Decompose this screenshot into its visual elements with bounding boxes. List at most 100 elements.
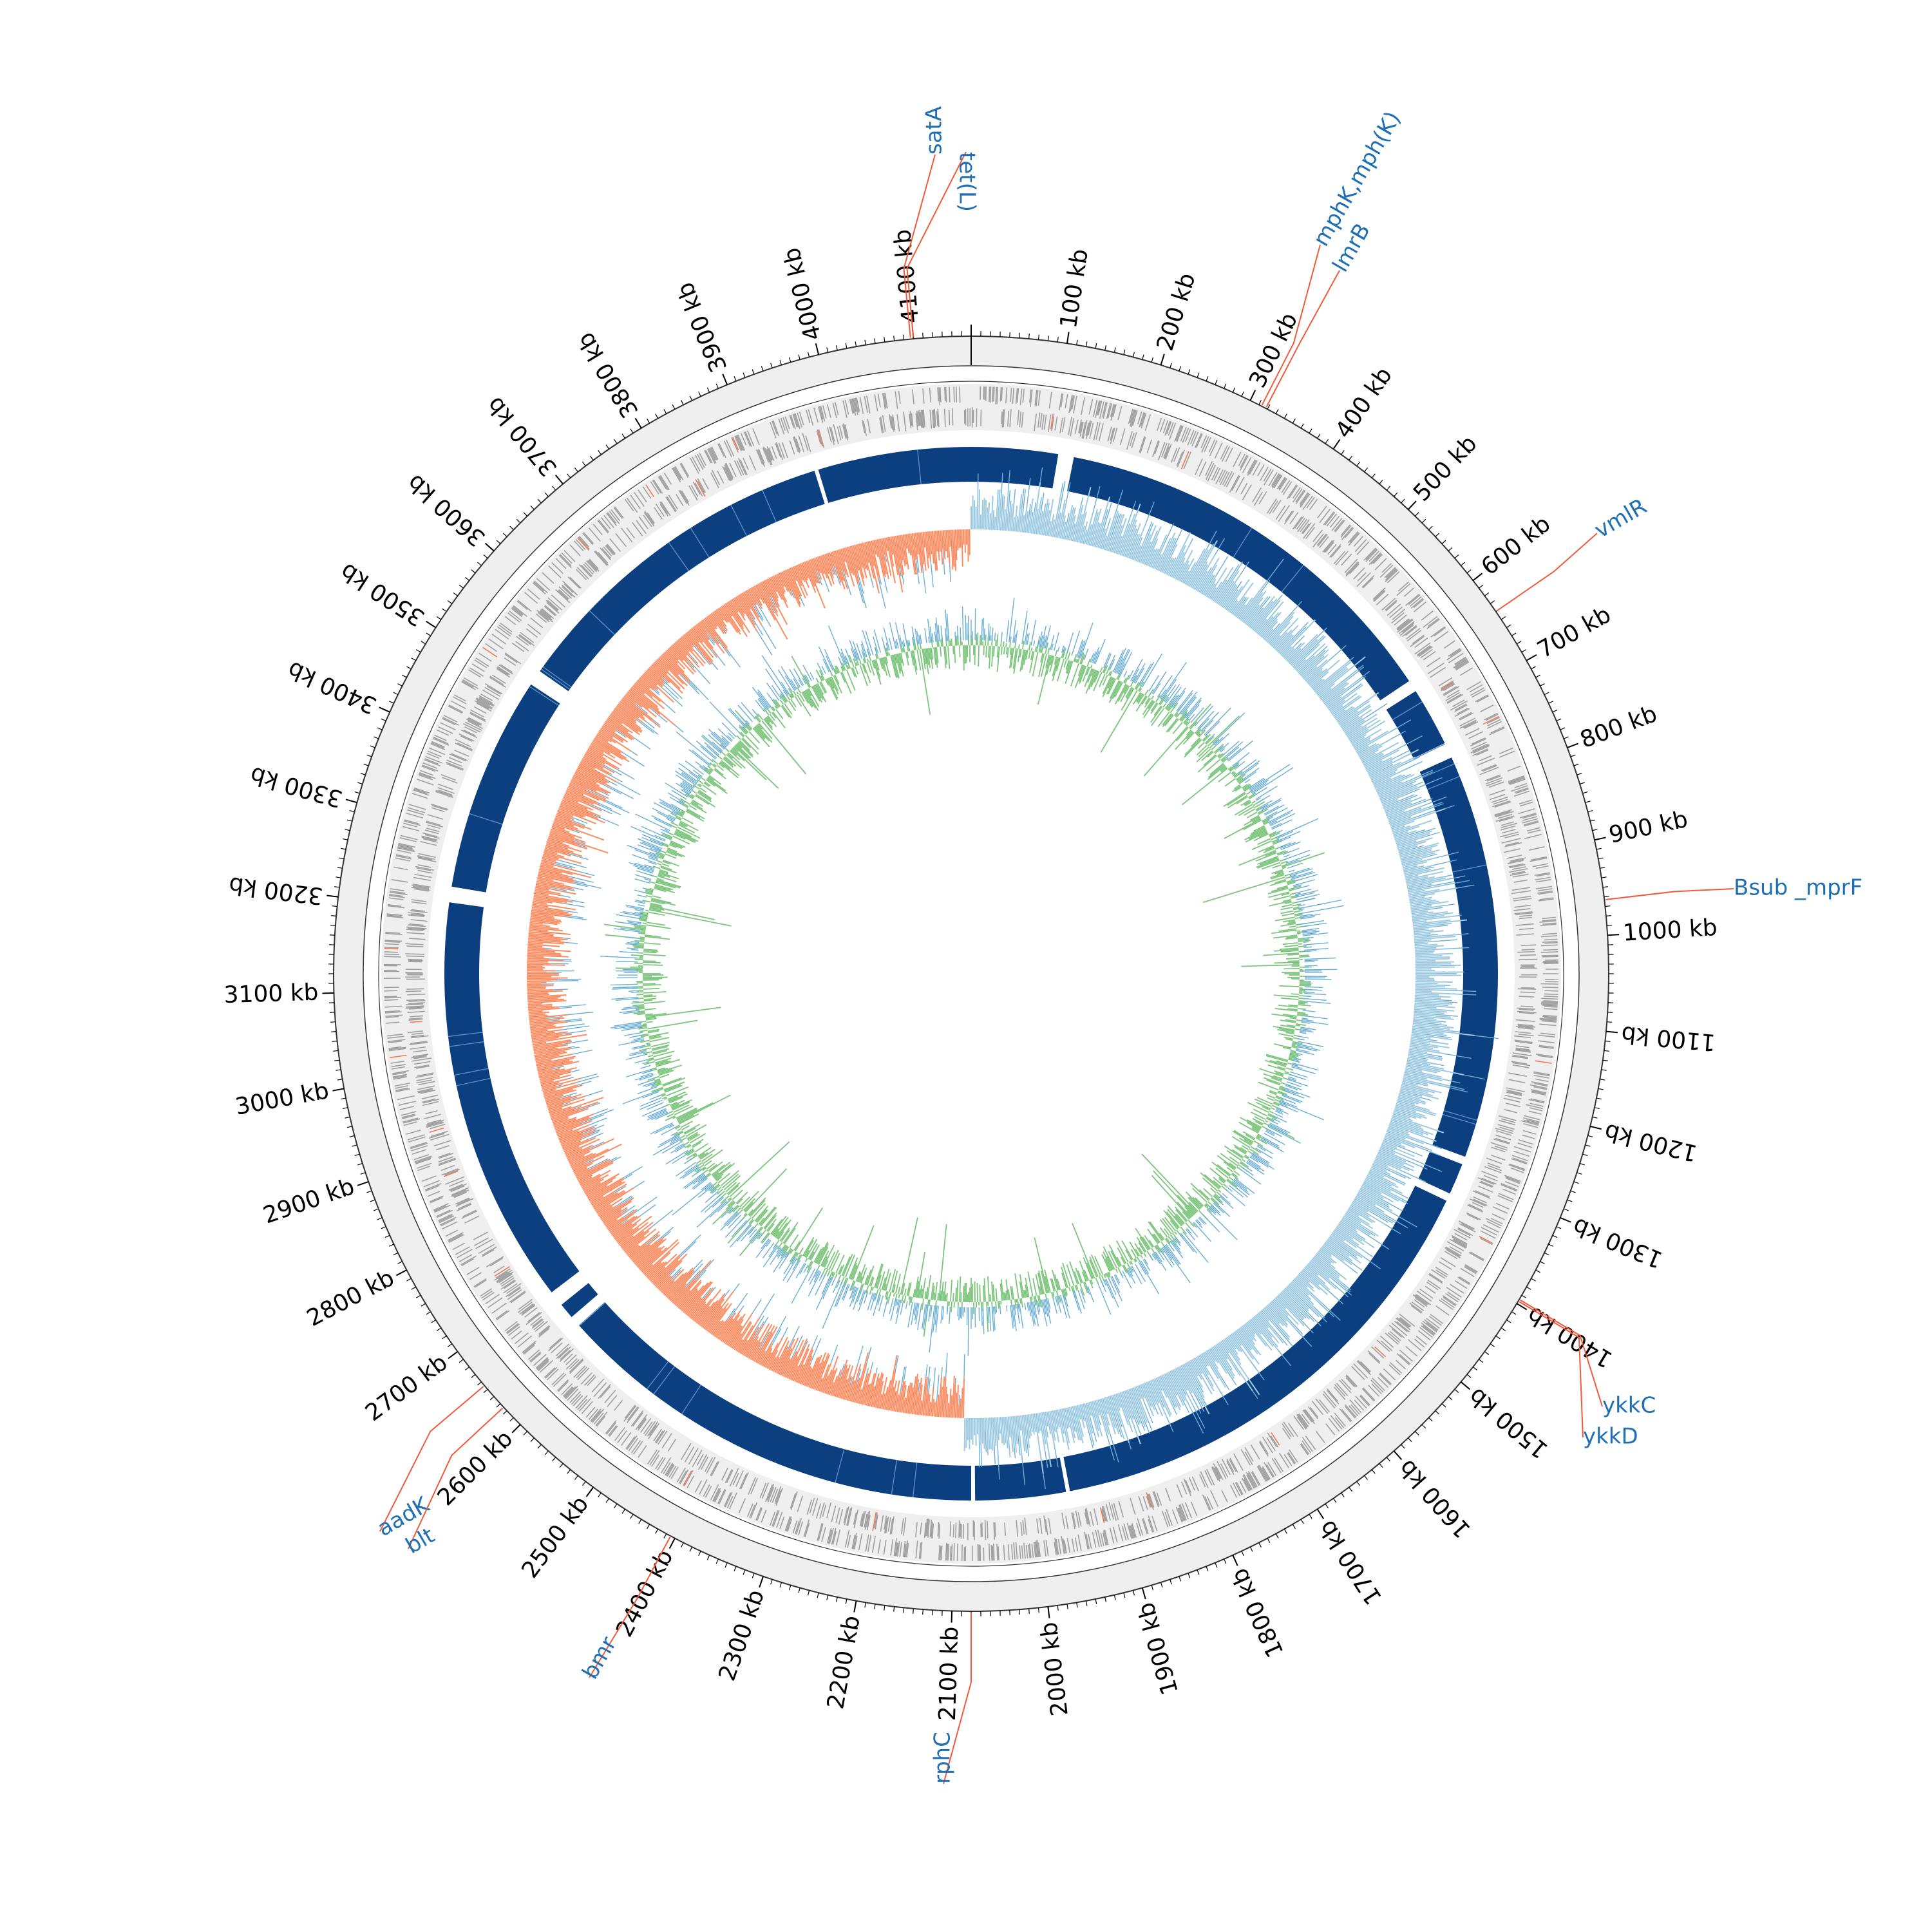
gc-skew-bar <box>1258 612 1280 636</box>
gene-feature-tick <box>827 427 832 443</box>
blast-divider <box>835 1448 845 1483</box>
gene-feature-tick <box>1303 523 1316 539</box>
gene-feature-tick <box>844 424 849 439</box>
gene-feature-tick <box>1542 1020 1557 1023</box>
gene-feature-tick <box>462 679 479 690</box>
gene-feature-tick <box>590 1408 601 1422</box>
gene-feature-tick <box>474 700 489 710</box>
gc-skew-bar <box>1045 510 1050 536</box>
gene-feature-tick <box>802 433 809 451</box>
gene-feature-tick <box>1339 1379 1352 1394</box>
gc-skew-spike <box>1009 500 1012 509</box>
gene-feature-tick <box>1452 1236 1468 1246</box>
gene-feature-tick <box>388 897 404 900</box>
gene-feature-tick <box>1430 667 1446 678</box>
gene-feature-tick <box>1533 1071 1550 1075</box>
gene-feature-tick <box>1464 1264 1478 1273</box>
gene-feature-tick <box>1460 1267 1475 1278</box>
gene-feature-tick <box>725 462 734 478</box>
gene-feature-tick <box>1513 1150 1530 1157</box>
gene-feature-tick <box>1262 1468 1270 1481</box>
gc-skew-spike <box>1107 518 1111 527</box>
gene-feature-tick <box>1511 890 1531 895</box>
gene-feature-tick <box>1324 512 1336 526</box>
gene-feature-tick <box>1054 1542 1057 1555</box>
gene-feature-tick <box>806 410 811 424</box>
gene-feature-tick <box>1446 650 1462 661</box>
gene-feature-tick <box>739 1473 748 1490</box>
gene-feature-tick <box>862 1511 866 1527</box>
gc-content-spike <box>991 627 994 641</box>
gc-skew-spike <box>564 942 578 944</box>
gene-feature-tick <box>1041 414 1045 430</box>
gene-feature-tick <box>410 913 425 916</box>
gene-feature-tick <box>1062 1538 1066 1554</box>
gene-feature-tick <box>1367 1350 1381 1363</box>
gene-feature-tick <box>386 915 404 918</box>
gc-content-bar <box>1202 876 1285 904</box>
gc-skew-bar <box>1003 509 1006 531</box>
gc-skew-spike <box>1435 984 1450 986</box>
gene-feature-tick <box>1399 1317 1412 1327</box>
blast-segment <box>971 447 1059 489</box>
gene-feature-tick <box>838 426 844 439</box>
gene-feature-tick <box>1250 1444 1260 1460</box>
gene-feature-tick <box>1487 1162 1501 1169</box>
gc-skew-bar <box>1175 562 1185 580</box>
gene-feature-tick <box>418 853 436 858</box>
gene-feature-tick <box>1506 855 1522 859</box>
gene-feature-tick <box>1470 687 1484 696</box>
gene-feature-tick <box>1269 500 1278 515</box>
gene-feature-tick <box>517 1302 533 1314</box>
gene-feature-tick <box>1517 1027 1534 1030</box>
gene-feature-tick <box>385 1014 403 1017</box>
gene-feature-tick <box>1438 677 1453 687</box>
gc-skew-spike <box>1027 478 1031 504</box>
gene-feature-tick <box>535 1321 548 1332</box>
gene-feature-tick <box>773 421 779 437</box>
gene-feature-tick <box>1438 1261 1452 1270</box>
gene-feature-tick <box>412 884 430 889</box>
gene-feature-tick <box>1535 886 1552 889</box>
gene-feature-tick <box>1509 858 1524 863</box>
gene-feature-tick <box>1534 872 1550 876</box>
gene-feature-tick <box>1252 488 1262 503</box>
gene-feature-tick <box>1446 1249 1461 1258</box>
gene-feature-tick <box>606 1422 617 1435</box>
gene-feature-tick <box>926 1518 929 1537</box>
gene-feature-tick <box>1035 1540 1039 1558</box>
gene-feature-tick <box>1537 1055 1553 1059</box>
gc-skew-spike <box>560 1007 572 1009</box>
gene-feature-tick <box>411 1035 429 1039</box>
gene-feature-tick <box>427 1119 442 1124</box>
gene-feature-tick <box>1530 1089 1547 1094</box>
gene-feature-tick <box>1446 694 1462 703</box>
gene-feature-tick <box>468 669 481 677</box>
gene-feature-tick <box>1302 1441 1311 1454</box>
gene-feature-tick <box>877 1539 881 1554</box>
gc-content-spike <box>1304 957 1336 960</box>
gene-feature-tick <box>402 1118 421 1124</box>
gene-feature-tick <box>1195 433 1203 448</box>
blast-divider <box>542 666 572 688</box>
gene-feature-tick <box>842 424 847 439</box>
gene-feature-tick <box>1340 525 1352 538</box>
gc-skew-bar <box>1242 591 1267 622</box>
gc-content-bar <box>1257 838 1271 846</box>
gene-feature-tick <box>667 1439 677 1452</box>
gene-feature-tick <box>562 586 573 597</box>
gene-feature-tick <box>583 564 594 575</box>
gene-feature-tick <box>401 1111 417 1116</box>
gene-feature-tick <box>558 1381 569 1392</box>
gene-feature-tick <box>482 1292 495 1301</box>
gene-feature-tick <box>1139 437 1146 454</box>
gene-feature-tick <box>431 804 448 811</box>
gc-skew-bar <box>949 529 951 547</box>
gene-feature-tick <box>1368 551 1379 562</box>
gene-feature-tick <box>998 1546 999 1561</box>
gene-feature-tick <box>460 1255 477 1265</box>
gene-feature-tick <box>1117 1524 1124 1542</box>
gene-feature-tick <box>1472 745 1490 754</box>
gene-feature-tick <box>558 590 569 600</box>
gene-feature-tick <box>1224 471 1233 487</box>
